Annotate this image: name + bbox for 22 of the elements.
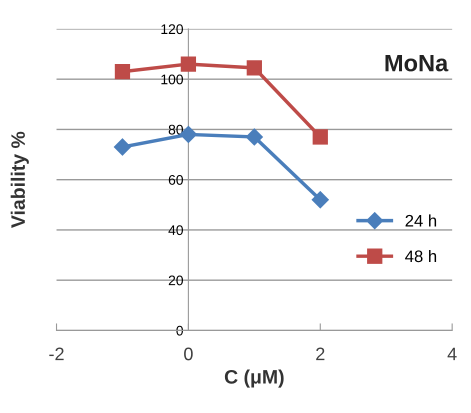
point	[180, 56, 196, 72]
x-tick-label: -2	[49, 348, 64, 360]
point	[312, 129, 328, 145]
point	[246, 60, 262, 76]
point	[114, 138, 132, 156]
y-tick-label: 120	[161, 24, 183, 34]
y-tick-label: 60	[168, 174, 183, 185]
legend-label: 48 h	[405, 250, 436, 262]
x-tick-label: 2	[316, 348, 324, 360]
legend-label: 24 h	[406, 214, 436, 226]
x-tick-label: 0	[184, 348, 193, 360]
annotation: MoNa	[386, 54, 448, 72]
point	[312, 191, 329, 208]
y-axis-title: Viability %	[10, 132, 29, 228]
y-tick-label: 80	[168, 124, 183, 135]
x-tick-label: 4	[448, 348, 457, 360]
point	[246, 128, 263, 146]
point	[114, 64, 130, 80]
y-tick-label: 20	[168, 275, 183, 286]
x-axis-title: C (μM)	[224, 369, 284, 388]
y-tick-label: 40	[168, 225, 183, 236]
y-tick-label: 100	[161, 74, 183, 84]
